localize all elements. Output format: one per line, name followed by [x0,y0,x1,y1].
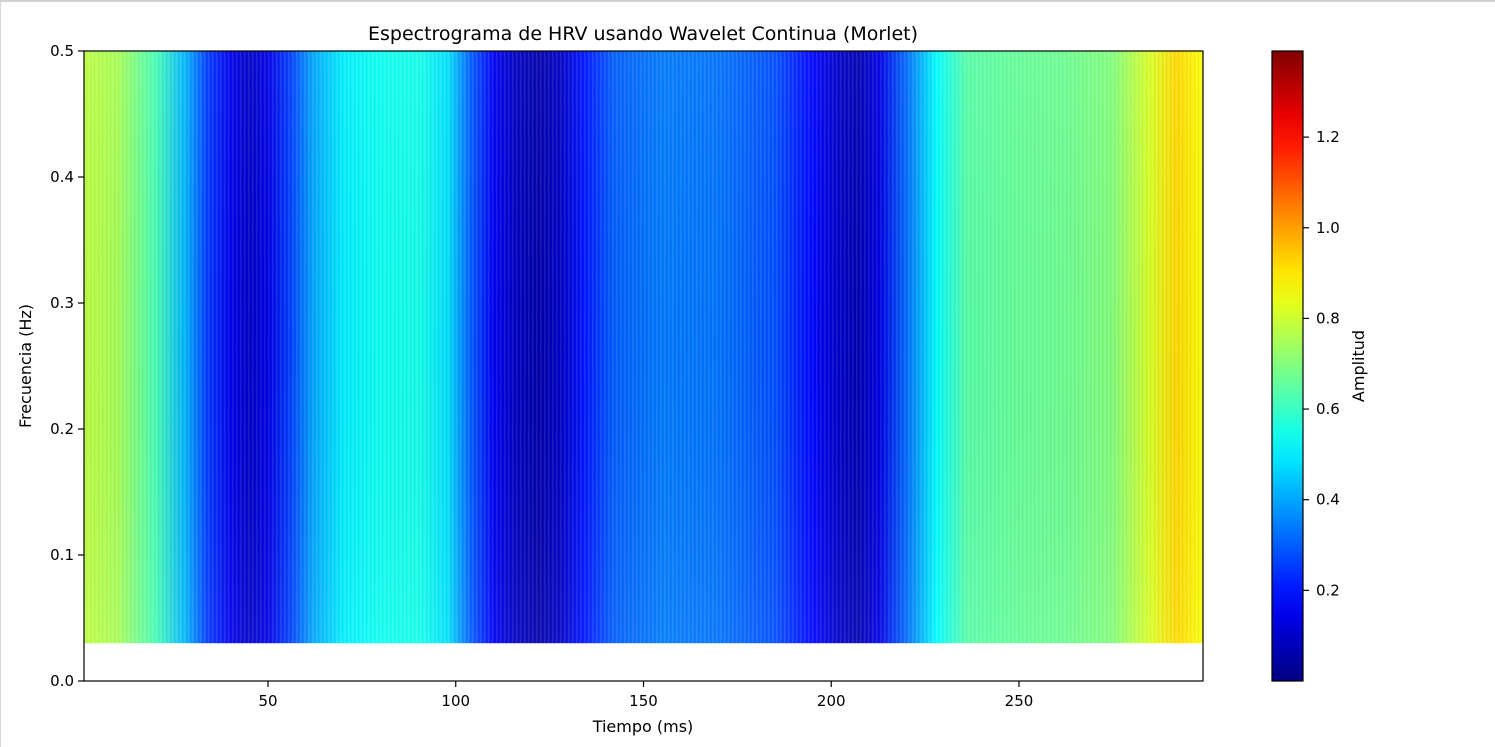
x-axis-label: Tiempo (ms) [592,717,694,736]
colorbar-frame [1271,50,1304,682]
x-tick-label: 200 [817,692,846,710]
window-left-border [0,2,1,747]
colorbar-tick-label: 1.0 [1316,219,1340,237]
colorbar-tick-label: 0.2 [1316,581,1340,599]
colorbar-label: Amplitud [1349,330,1368,402]
x-axis: 50 100 150 200 250 [258,681,1033,710]
chart-title: Espectrograma de HRV usando Wavelet Cont… [368,23,918,45]
colorbar-tick-label: 1.2 [1316,128,1340,146]
y-axis-label: Frecuencia (Hz) [16,304,35,428]
x-tick-label: 150 [629,692,658,710]
heatmap-area [84,51,1203,644]
colorbar-tick-label: 0.4 [1316,491,1340,509]
colorbar-scale [1272,51,1303,681]
colorbar-ticks: 0.2 0.4 0.6 0.8 1.0 1.2 [1303,128,1340,599]
colorbar: 0.2 0.4 0.6 0.8 1.0 1.2 Amplitud [1271,50,1368,682]
colorbar-tick-label: 0.6 [1316,400,1340,418]
y-tick-label: 0.4 [50,168,74,186]
y-tick-label: 0.0 [50,672,74,690]
y-axis: 0.0 0.1 0.2 0.3 0.4 0.5 [50,42,84,690]
colorbar-tick-label: 0.8 [1316,309,1340,327]
heatmap-shade [84,51,1203,644]
y-tick-label: 0.2 [50,420,74,438]
window-top-border [0,0,1495,2]
y-tick-label: 0.3 [50,294,74,312]
x-tick-label: 50 [258,692,277,710]
y-tick-label: 0.5 [50,42,74,60]
x-tick-label: 250 [1005,692,1034,710]
y-tick-label: 0.1 [50,546,74,564]
x-tick-label: 100 [441,692,470,710]
